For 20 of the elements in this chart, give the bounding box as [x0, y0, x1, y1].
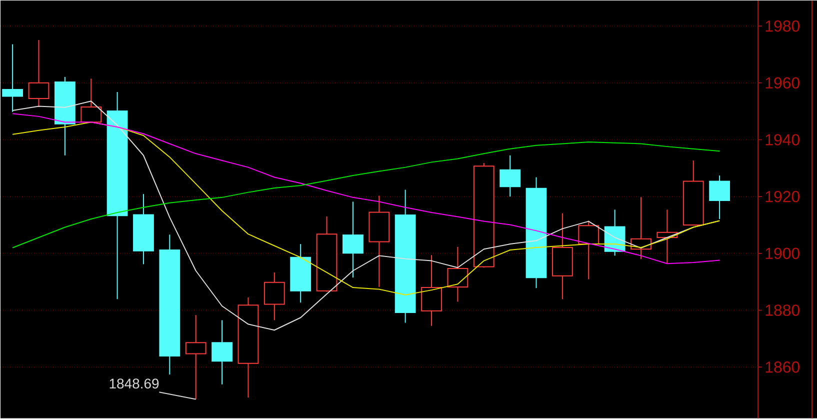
candlestick — [447, 246, 468, 302]
y-tick-label: 1860 — [766, 362, 800, 373]
candlestick — [500, 154, 521, 198]
candlestick — [264, 272, 285, 321]
y-tick-label: 1880 — [766, 304, 800, 316]
y-tick-label: 1980 — [766, 20, 800, 32]
annotation: 1848.69 — [110, 378, 159, 389]
candlestick — [342, 201, 364, 278]
candlestick — [709, 175, 730, 220]
y-tick-label: 1960 — [766, 77, 800, 89]
candlestick — [421, 254, 442, 326]
y-tick-label: 1900 — [766, 248, 800, 260]
y-tick-label: 1940 — [766, 134, 800, 146]
candlestick — [2, 44, 24, 113]
candlestick — [185, 314, 206, 400]
candlestick — [80, 78, 102, 124]
candlestick — [578, 220, 600, 280]
candlestick — [212, 320, 232, 386]
candlestick — [28, 40, 50, 108]
y-tick-label: 1920 — [766, 191, 800, 202]
